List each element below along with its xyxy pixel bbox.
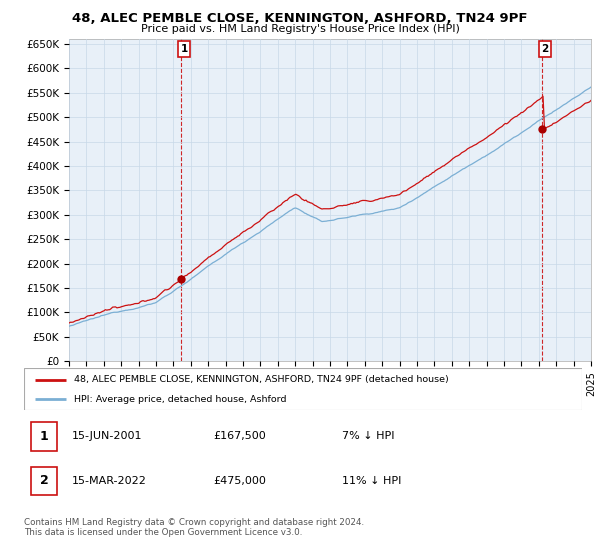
Text: Contains HM Land Registry data © Crown copyright and database right 2024.
This d: Contains HM Land Registry data © Crown c… <box>24 518 364 538</box>
FancyBboxPatch shape <box>31 467 58 495</box>
Text: £475,000: £475,000 <box>214 476 266 486</box>
Text: 11% ↓ HPI: 11% ↓ HPI <box>342 476 401 486</box>
Text: 48, ALEC PEMBLE CLOSE, KENNINGTON, ASHFORD, TN24 9PF (detached house): 48, ALEC PEMBLE CLOSE, KENNINGTON, ASHFO… <box>74 375 449 384</box>
Text: 2: 2 <box>40 474 49 488</box>
Text: HPI: Average price, detached house, Ashford: HPI: Average price, detached house, Ashf… <box>74 395 287 404</box>
Text: Price paid vs. HM Land Registry's House Price Index (HPI): Price paid vs. HM Land Registry's House … <box>140 24 460 34</box>
Text: 1: 1 <box>181 44 188 54</box>
Text: 1: 1 <box>40 430 49 443</box>
Text: 7% ↓ HPI: 7% ↓ HPI <box>342 431 395 441</box>
Text: 15-JUN-2001: 15-JUN-2001 <box>71 431 142 441</box>
Text: 48, ALEC PEMBLE CLOSE, KENNINGTON, ASHFORD, TN24 9PF: 48, ALEC PEMBLE CLOSE, KENNINGTON, ASHFO… <box>72 12 528 25</box>
Text: £167,500: £167,500 <box>214 431 266 441</box>
Text: 15-MAR-2022: 15-MAR-2022 <box>71 476 146 486</box>
FancyBboxPatch shape <box>31 422 58 451</box>
Text: 2: 2 <box>541 44 548 54</box>
